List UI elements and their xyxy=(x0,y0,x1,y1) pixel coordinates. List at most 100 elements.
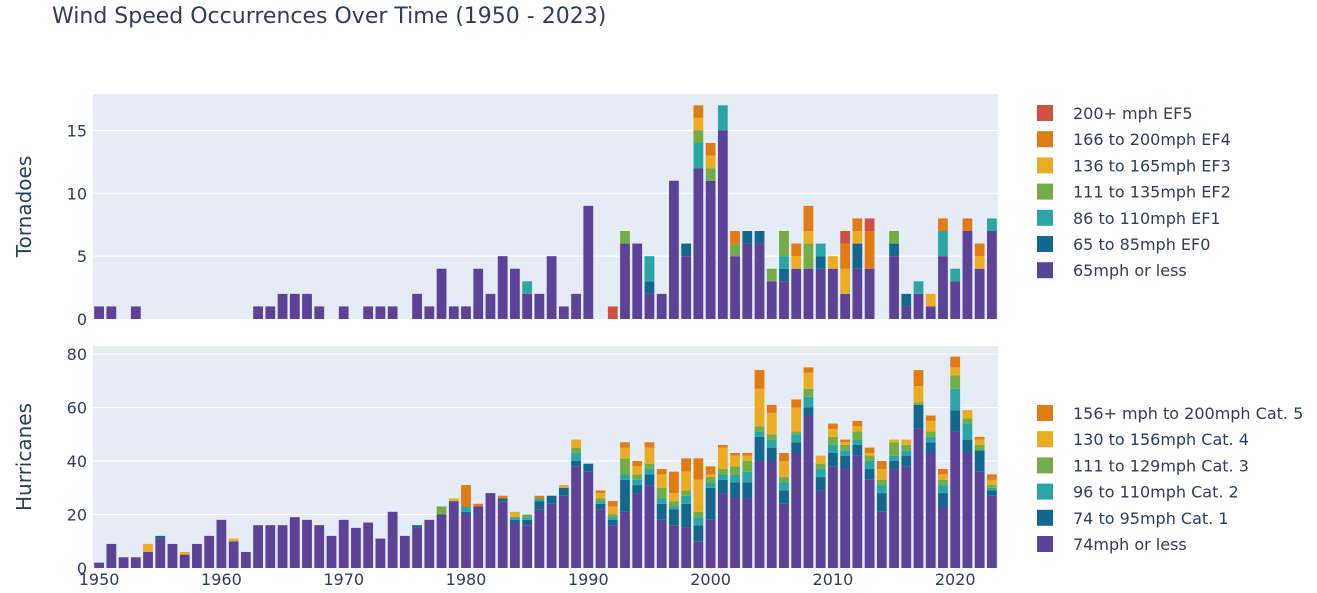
tornadoes-bar xyxy=(766,268,777,282)
hurricanes-bar xyxy=(901,444,912,451)
hurricanes-bar xyxy=(94,562,104,568)
hurricanes-bar xyxy=(644,447,655,464)
tornadoes-bar xyxy=(669,180,679,319)
tornadoes-bar xyxy=(620,243,630,319)
tornadoes-bar xyxy=(302,293,312,319)
x-tick-label: 1970 xyxy=(323,570,364,589)
tornadoes-bar xyxy=(938,218,948,232)
tornadoes-bar xyxy=(424,306,435,319)
tornadoes-bar xyxy=(253,306,263,319)
hurricanes-bar xyxy=(938,493,948,507)
hurricanes-bar xyxy=(705,482,716,488)
hurricanes-legend-swatch xyxy=(1037,509,1053,526)
hurricanes-bar xyxy=(876,469,887,480)
hurricanes-bar xyxy=(583,463,594,472)
hurricanes-bar xyxy=(669,471,679,494)
hurricanes-legend-swatch xyxy=(1037,457,1053,474)
tornadoes-bar xyxy=(693,143,704,169)
hurricanes-bar xyxy=(962,423,973,440)
hurricanes-bar xyxy=(644,469,655,475)
hurricanes-bar xyxy=(742,461,753,472)
tornadoes-bar xyxy=(864,231,875,269)
hurricanes-bar xyxy=(803,372,814,389)
hurricanes-bar xyxy=(179,551,190,555)
hurricanes-bar xyxy=(473,506,484,568)
hurricanes-bar xyxy=(705,466,716,475)
hurricanes-bar xyxy=(302,519,312,568)
tornadoes-legend-swatch xyxy=(1037,262,1053,279)
hurricanes-bar xyxy=(766,404,777,413)
hurricanes-bar xyxy=(412,525,422,528)
hurricanes-bar xyxy=(669,501,679,507)
tornadoes-bar xyxy=(448,306,459,319)
hurricanes-bar xyxy=(791,399,802,408)
hurricanes-bar xyxy=(351,527,361,568)
tornadoes-bar xyxy=(571,293,581,319)
hurricanes-bar xyxy=(876,493,887,512)
hurricanes-legend-label: 74mph or less xyxy=(1073,535,1187,554)
hurricanes-bar xyxy=(754,370,765,389)
tornadoes-bar xyxy=(485,293,496,319)
hurricanes-bar xyxy=(632,474,643,480)
hurricanes-bar xyxy=(534,495,545,499)
hurricanes-bar xyxy=(986,485,997,488)
hurricanes-bar xyxy=(106,543,117,568)
tornadoes-bar xyxy=(363,306,374,319)
hurricanes-legend-label: 156+ mph to 200mph Cat. 5 xyxy=(1073,404,1303,423)
hurricanes-bar xyxy=(730,455,740,467)
hurricanes-bar xyxy=(497,498,508,502)
hurricanes-bar xyxy=(852,420,863,427)
hurricanes-bar xyxy=(571,439,581,448)
tornadoes-legend-swatch xyxy=(1037,183,1053,200)
hurricanes-bar xyxy=(791,407,802,432)
hurricanes-bar xyxy=(326,535,337,568)
hurricanes-bar xyxy=(974,439,985,445)
hurricanes-bar xyxy=(607,517,618,520)
hurricanes-bar xyxy=(571,452,581,462)
hurricanes-bar xyxy=(216,519,227,568)
hurricanes-bar xyxy=(803,367,814,373)
tornadoes-bar xyxy=(632,243,643,319)
hurricanes-bar xyxy=(717,474,728,480)
tornadoes-bar xyxy=(338,306,349,319)
tornadoes-bar xyxy=(815,268,826,319)
hurricanes-bar xyxy=(595,498,606,502)
hurricanes-bar xyxy=(828,466,838,568)
tornadoes-bar xyxy=(717,130,728,319)
hurricanes-bar xyxy=(546,503,557,568)
hurricanes-bar xyxy=(876,485,887,494)
tornadoes-bar xyxy=(106,306,117,319)
tornadoes-bar xyxy=(803,205,814,232)
hurricanes-bar xyxy=(754,388,765,427)
hurricanes-bar xyxy=(828,428,838,437)
tornadoes-bar xyxy=(620,231,630,244)
tornadoes-bar xyxy=(693,168,704,319)
hurricanes-y-axis-title: Hurricanes xyxy=(12,403,36,511)
hurricanes-bar xyxy=(497,495,508,499)
hurricanes-bar xyxy=(938,479,948,486)
tornadoes-bar xyxy=(828,268,838,319)
hurricanes-bar xyxy=(852,444,863,456)
tornadoes-bar xyxy=(730,243,740,257)
hurricanes-bar xyxy=(277,525,288,568)
hurricanes-bar xyxy=(179,554,190,568)
hurricanes-bar xyxy=(986,479,997,486)
hurricanes-bar xyxy=(522,525,533,568)
hurricanes-bar xyxy=(864,479,875,568)
tornadoes-legend-label: 200+ mph EF5 xyxy=(1073,104,1193,123)
tornadoes-bar xyxy=(828,256,838,269)
hurricanes-bar xyxy=(558,487,569,496)
tornadoes-bar xyxy=(473,268,484,319)
tornadoes-bar xyxy=(693,130,704,144)
x-tick-label: 2010 xyxy=(813,570,854,589)
hurricanes-bar xyxy=(901,466,912,568)
hurricanes-bar xyxy=(889,455,899,462)
hurricanes-y-tick-label: 20 xyxy=(67,506,87,525)
hurricanes-bar xyxy=(766,461,777,568)
tornadoes-bar xyxy=(901,306,912,319)
hurricanes-bar xyxy=(779,461,789,478)
hurricanes-bar xyxy=(803,396,814,408)
tornadoes-bar xyxy=(779,268,789,282)
hurricanes-bar xyxy=(974,450,985,472)
